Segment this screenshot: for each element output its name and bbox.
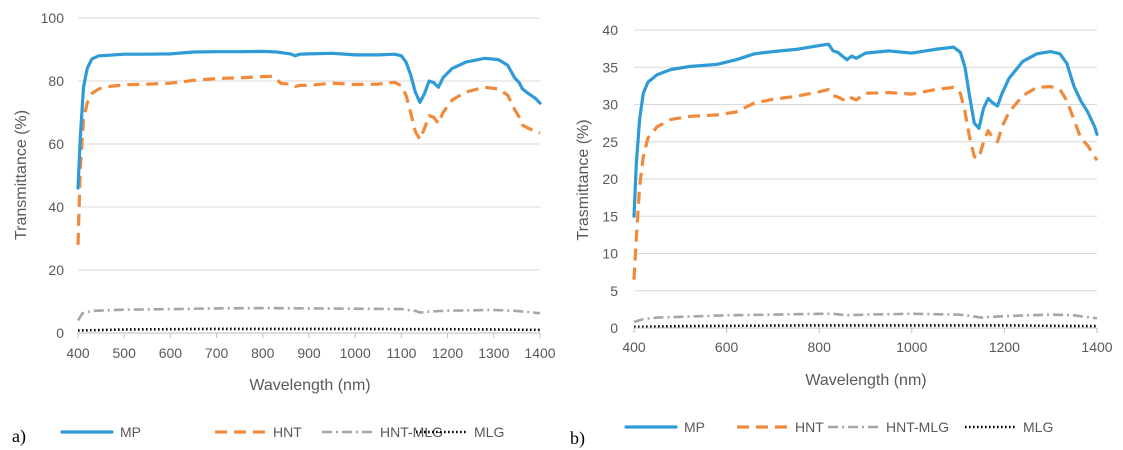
chart-b-legend-label: MLG [1023, 419, 1053, 435]
chart-a-y-tick-label: 100 [41, 10, 65, 26]
chart-b-series-mlg [633, 324, 1098, 329]
chart-a-y-tick-label: 0 [56, 325, 64, 341]
chart-b-x-ticks: 400 600 800 1000 1200 1400 [622, 339, 1112, 355]
chart-b-y-ticks: 0 5 10 15 20 25 30 35 40 [602, 22, 618, 336]
chart-a-x-tick-label: 1200 [432, 345, 463, 361]
chart-a-x-tick-label: 900 [297, 345, 321, 361]
chart-a-panel-label: a) [12, 426, 26, 447]
chart-a-legend-label: MP [120, 424, 141, 440]
chart-b-y-tick-label: 35 [602, 59, 618, 75]
chart-a-x-tick-label: 800 [251, 345, 275, 361]
chart-b-legend: MP HNT HNT-MLG MLG [624, 419, 1053, 435]
chart-a-series-hnt [76, 74, 541, 245]
chart-b-panel-label: b) [570, 428, 585, 449]
chart-b-y-tick-label: 30 [602, 97, 618, 113]
chart-a-series [76, 49, 542, 332]
chart-a-y-tick-label: 60 [48, 136, 64, 152]
chart-b-x-tick-label: 1000 [896, 339, 927, 355]
chart-b-axes [633, 327, 1098, 333]
chart-b-legend-label: HNT-MLG [886, 419, 949, 435]
chart-b-y-tick-label: 15 [602, 208, 618, 224]
chart-a-legend-label: HNT-MLG [380, 424, 443, 440]
chart-a-series-mp [76, 49, 542, 190]
chart-b-x-tick-label: 400 [622, 339, 646, 355]
chart-a-legend-label: HNT [273, 424, 302, 440]
chart-a-legend: MP HNT HNT-MLG MLG [60, 424, 504, 440]
chart-a-y-tick-label: 20 [48, 262, 64, 278]
chart-a-y-tick-label: 80 [48, 73, 64, 89]
chart-b-y-tick-label: 25 [602, 134, 618, 150]
chart-b-y-tick-label: 20 [602, 171, 618, 187]
chart-b-x-tick-label: 600 [715, 339, 739, 355]
chart-b-series-hnt [632, 85, 1099, 280]
chart-a-x-tick-label: 1000 [340, 345, 371, 361]
chart-b-gridlines [634, 29, 1097, 292]
chart-a-y-ticks: 0 20 40 60 80 100 [41, 10, 65, 341]
chart-b-y-axis-title: Trasmittance (%) [575, 119, 592, 240]
chart-a-x-tick-label: 1100 [386, 345, 416, 361]
chart-b-series [632, 42, 1099, 329]
chart-b-x-tick-label: 1400 [1081, 339, 1112, 355]
chart-b-series-hnt-mlg [633, 312, 1098, 324]
chart-a-axes [77, 332, 541, 338]
chart-a-x-tick-label: 700 [205, 345, 229, 361]
chart-b-y-tick-label: 10 [602, 246, 618, 262]
chart-a-x-tick-label: 400 [66, 345, 90, 361]
chart-a-x-tick-label: 600 [159, 345, 183, 361]
chart-a-y-tick-label: 40 [48, 199, 64, 215]
chart-b-legend-label: HNT [795, 419, 824, 435]
chart-b-x-axis-title: Wavelength (nm) [805, 372, 926, 389]
chart-a-x-axis-title: Wavelength (nm) [249, 377, 370, 394]
chart-a-y-axis-title: Transmittance (%) [13, 110, 30, 240]
chart-a-x-tick-label: 500 [113, 345, 137, 361]
chart-b-y-tick-label: 0 [610, 320, 618, 336]
chart-b-series-mp [632, 42, 1099, 218]
chart-a-x-tick-label: 1300 [478, 345, 509, 361]
chart-a: 400 500 600 700 800 900 1000 1100 1200 1300 1400 0… [12, 10, 556, 447]
chart-b-x-tick-label: 1200 [989, 339, 1020, 355]
chart-b-x-tick-label: 800 [808, 339, 832, 355]
chart-b-y-tick-label: 5 [610, 283, 618, 299]
chart-a-series-mlg [77, 327, 541, 332]
chart-a-legend-label: MLG [474, 424, 504, 440]
chart-a-series-hnt-mlg [76, 306, 541, 322]
chart-a-x-ticks: 400 500 600 700 800 900 1000 1100 1200 1300 1400 [66, 345, 555, 361]
chart-a-x-tick-label: 1400 [524, 345, 555, 361]
chart-b: 400 600 800 1000 1200 1400 0 5 10 15 20 25 30 35 40 W… [570, 22, 1113, 449]
chart-a-gridlines [78, 17, 540, 271]
chart-b-legend-label: MP [684, 419, 705, 435]
chart-b-y-tick-label: 40 [602, 22, 618, 38]
